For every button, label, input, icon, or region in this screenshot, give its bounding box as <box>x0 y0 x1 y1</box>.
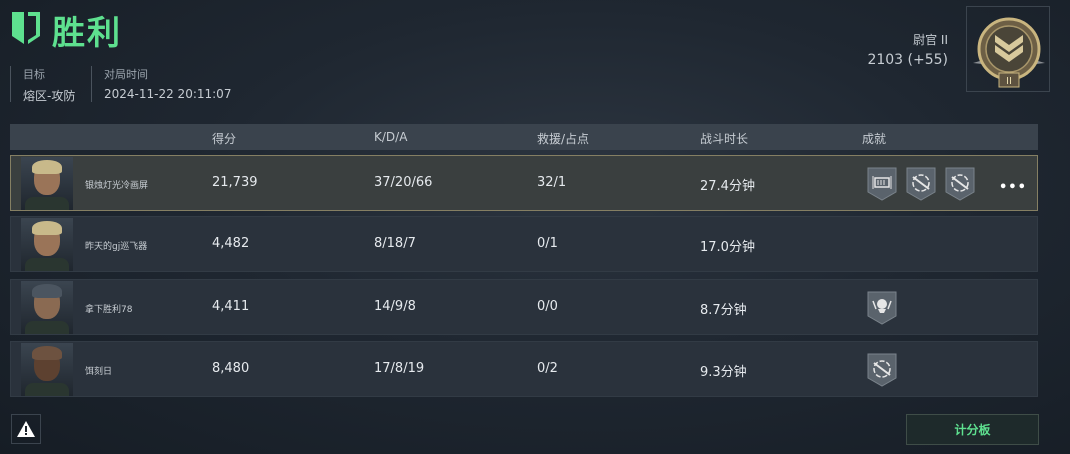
header-kda: K/D/A <box>374 130 408 144</box>
player-avatar <box>21 157 73 210</box>
target-info: 目标 熔区-攻防 <box>10 66 76 103</box>
player-avatar <box>21 281 73 334</box>
more-options-button[interactable]: ••• <box>999 180 1027 195</box>
ammo-box-icon[interactable] <box>867 167 897 201</box>
rank-badge: II <box>966 6 1050 92</box>
crosshair-rifle-icon[interactable] <box>867 353 897 387</box>
rank-info: 尉官 II 2103 (+55) <box>867 30 948 70</box>
player-score: 21,739 <box>212 175 258 190</box>
time-value: 2024-11-22 20:11:07 <box>104 87 232 101</box>
player-rescue: 0/0 <box>537 299 558 314</box>
scoreboard-button[interactable]: 计分板 <box>906 414 1039 445</box>
player-duration: 9.3分钟 <box>700 365 747 380</box>
table-row[interactable]: 银烛灯光冷画屏 21,739 37/20/66 32/1 27.4分钟 ••• <box>10 155 1038 211</box>
skull-icon[interactable] <box>867 291 897 325</box>
crosshair-rifle-icon[interactable] <box>945 167 975 201</box>
rank-score: 2103 (+55) <box>867 52 948 68</box>
player-rescue: 0/1 <box>537 236 558 251</box>
warning-icon <box>17 421 35 437</box>
player-kda: 14/9/8 <box>374 299 416 314</box>
table-row[interactable]: 拿下胜利78 4,411 14/9/8 0/0 8.7分钟 <box>10 279 1038 335</box>
header-duration: 战斗时长 <box>700 132 749 146</box>
rank-chevron-badge-icon: II <box>973 17 1045 88</box>
player-kda: 37/20/66 <box>374 175 433 190</box>
player-avatar <box>21 343 73 396</box>
player-kda: 17/8/19 <box>374 361 425 376</box>
player-score: 4,411 <box>212 299 250 314</box>
target-label: 目标 <box>23 68 45 81</box>
player-name: 银烛灯光冷画屏 <box>85 181 149 191</box>
player-duration: 17.0分钟 <box>700 240 755 255</box>
player-name: 昨天的gj巡飞器 <box>85 242 148 252</box>
player-score: 8,480 <box>212 361 250 376</box>
player-duration: 8.7分钟 <box>700 303 747 318</box>
crosshair-rifle-icon[interactable] <box>906 167 936 201</box>
table-row[interactable]: 饵刻日 8,480 17/8/19 0/2 9.3分钟 <box>10 341 1038 397</box>
svg-text:II: II <box>1006 76 1012 87</box>
player-rescue: 0/2 <box>537 361 558 376</box>
result-title: 胜利 <box>52 13 122 52</box>
header-achievements: 成就 <box>862 132 887 146</box>
rank-title: 尉官 II <box>913 33 948 47</box>
table-row[interactable]: 昨天的gj巡飞器 4,482 8/18/7 0/1 17.0分钟 <box>10 216 1038 272</box>
time-label: 对局时间 <box>104 68 148 81</box>
player-rescue: 32/1 <box>537 175 567 190</box>
player-name: 拿下胜利78 <box>85 305 133 315</box>
header-score: 得分 <box>212 132 237 146</box>
player-kda: 8/18/7 <box>374 236 416 251</box>
report-button[interactable] <box>11 414 41 444</box>
player-score: 4,482 <box>212 236 250 251</box>
header-rescue: 救援/占点 <box>537 132 590 146</box>
player-avatar <box>21 218 73 271</box>
table-header: 得分 K/D/A 救援/占点 战斗时长 成就 <box>10 124 1038 150</box>
player-duration: 27.4分钟 <box>700 179 755 194</box>
player-name: 饵刻日 <box>85 367 113 377</box>
shield-icon <box>12 12 40 44</box>
match-time-info: 对局时间 2024-11-22 20:11:07 <box>91 66 231 102</box>
target-value: 熔区-攻防 <box>23 89 76 103</box>
